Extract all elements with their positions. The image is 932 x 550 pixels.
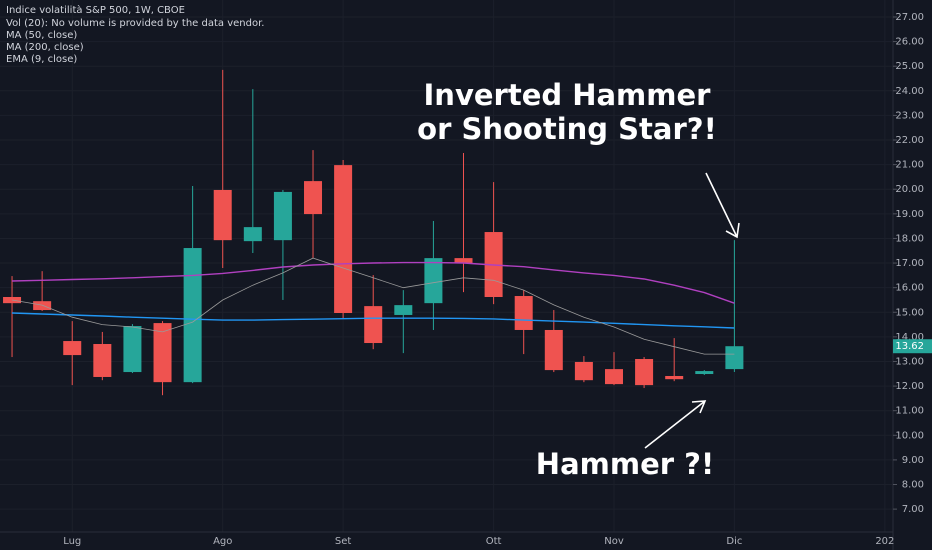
y-tick-label: 22.00: [895, 135, 924, 146]
candle-body: [304, 181, 323, 215]
y-tick-label: 20.00: [895, 184, 924, 195]
legend-line: MA (50, close): [6, 30, 77, 41]
y-tick-label: 12.00: [895, 381, 924, 392]
candle-body: [394, 305, 413, 315]
y-tick-label: 13.00: [895, 356, 924, 367]
candle-body: [123, 326, 142, 373]
candle-body: [243, 227, 262, 242]
annotation: Inverted Hammer: [424, 78, 712, 112]
arrows: [644, 172, 740, 449]
y-tick-label: 24.00: [895, 86, 924, 97]
candle-body: [544, 329, 563, 371]
y-tick-label: 8.00: [902, 480, 924, 491]
last-price-label: 13.62: [895, 341, 924, 352]
candle-body: [604, 369, 623, 385]
x-tick-label: Ott: [486, 536, 502, 547]
candle-body: [213, 189, 232, 241]
x-tick-label: 202: [875, 536, 894, 547]
candle-body: [93, 344, 112, 377]
candle-body: [695, 371, 714, 375]
y-tick-label: 11.00: [895, 406, 924, 417]
candle-body: [273, 191, 292, 241]
candle-body: [665, 375, 684, 380]
y-tick-label: 21.00: [895, 160, 924, 171]
y-tick-label: 9.00: [902, 455, 924, 466]
legend-line: EMA (9, close): [6, 54, 77, 65]
y-tick-label: 14.00: [895, 332, 924, 343]
y-tick-label: 27.00: [895, 12, 924, 23]
y-tick-label: 7.00: [902, 504, 924, 515]
candle-body: [364, 306, 383, 344]
y-tick-label: 23.00: [895, 110, 924, 121]
legend-line: Vol (20): No volume is provided by the d…: [6, 18, 264, 29]
y-tick-label: 10.00: [895, 430, 924, 441]
x-tick-label: Nov: [604, 536, 624, 547]
x-tick-label: Ago: [213, 536, 232, 547]
x-tick-label: Lug: [63, 536, 81, 547]
y-tick-label: 25.00: [895, 61, 924, 72]
indicator-line: [11, 257, 735, 355]
candle-body: [454, 258, 473, 264]
candle-body: [574, 361, 593, 381]
annotation: Hammer ?!: [536, 447, 714, 481]
y-tick-label: 18.00: [895, 233, 924, 244]
candle-body: [153, 323, 172, 383]
marks: [3, 69, 744, 396]
last-price-box: [893, 339, 932, 354]
arrow: [705, 172, 740, 239]
candle-body: [514, 296, 533, 330]
candle-body: [725, 346, 744, 370]
candle-body: [334, 165, 353, 313]
indicator-line: [11, 261, 735, 304]
candle-body: [183, 248, 202, 383]
y-tick-label: 26.00: [895, 37, 924, 48]
x-tick-label: Dic: [726, 536, 742, 547]
annotation: or Shooting Star?!: [417, 112, 717, 146]
x-tick-label: Set: [335, 536, 352, 547]
y-tick-label: 17.00: [895, 258, 924, 269]
arrow: [644, 400, 707, 449]
candle-body: [63, 341, 82, 356]
candle-body: [424, 258, 443, 304]
y-tick-label: 15.00: [895, 307, 924, 318]
candle-body: [33, 301, 52, 311]
indicator-line: [11, 312, 735, 329]
chart-title: Indice volatilità S&P 500, 1W, CBOE: [6, 4, 185, 16]
y-tick-label: 19.00: [895, 209, 924, 220]
y-tick-label: 16.00: [895, 283, 924, 294]
candle-body: [635, 359, 654, 386]
legend-line: MA (200, close): [6, 42, 84, 53]
